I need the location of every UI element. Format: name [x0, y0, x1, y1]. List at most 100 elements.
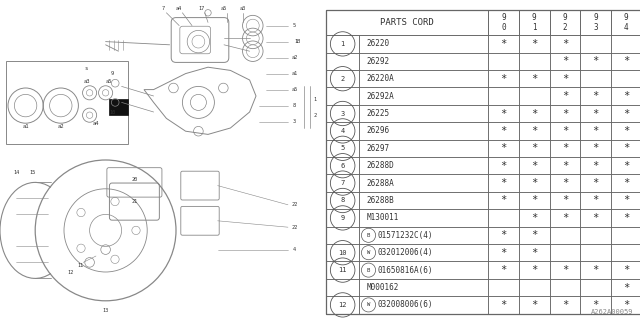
- Text: 15: 15: [29, 170, 35, 175]
- Bar: [611, 261, 640, 279]
- Bar: [550, 227, 580, 244]
- Text: 2: 2: [340, 76, 345, 82]
- Text: B: B: [367, 233, 370, 238]
- Text: *: *: [500, 126, 507, 136]
- Text: 11: 11: [339, 267, 347, 273]
- Text: *: *: [531, 161, 537, 171]
- Text: a4: a4: [176, 5, 182, 11]
- Text: a2: a2: [291, 55, 298, 60]
- Text: *: *: [562, 196, 568, 205]
- Bar: [488, 35, 519, 52]
- Text: B: B: [367, 268, 370, 273]
- Bar: [519, 261, 550, 279]
- Bar: [488, 140, 519, 157]
- Bar: [550, 52, 580, 70]
- Text: a1: a1: [22, 124, 29, 129]
- Bar: [611, 70, 640, 87]
- Text: 7: 7: [162, 5, 164, 11]
- Text: 01571232C(4): 01571232C(4): [378, 231, 433, 240]
- Text: *: *: [623, 300, 629, 310]
- Bar: [580, 227, 611, 244]
- Text: *: *: [500, 74, 507, 84]
- Text: 9
1: 9 1: [532, 13, 536, 32]
- Text: 9
4: 9 4: [624, 13, 628, 32]
- Bar: [359, 157, 488, 174]
- Bar: [326, 227, 359, 244]
- Text: *: *: [531, 143, 537, 153]
- Bar: [580, 122, 611, 140]
- Bar: [519, 140, 550, 157]
- Bar: [488, 261, 519, 279]
- Bar: [326, 105, 359, 122]
- Text: *: *: [593, 178, 598, 188]
- Bar: [359, 296, 488, 314]
- Text: *: *: [593, 300, 598, 310]
- Bar: [488, 174, 519, 192]
- Text: *: *: [500, 196, 507, 205]
- Bar: [488, 87, 519, 105]
- Text: *: *: [500, 300, 507, 310]
- Text: *: *: [531, 265, 537, 275]
- Text: *: *: [531, 39, 537, 49]
- Text: a5: a5: [291, 87, 298, 92]
- Bar: [580, 35, 611, 52]
- Text: 13: 13: [102, 308, 109, 313]
- Text: 9
3: 9 3: [593, 13, 598, 32]
- Text: 9
0: 9 0: [501, 13, 506, 32]
- Bar: [488, 227, 519, 244]
- Bar: [550, 140, 580, 157]
- Bar: [550, 296, 580, 314]
- Text: 26292: 26292: [367, 57, 390, 66]
- Text: *: *: [593, 126, 598, 136]
- Bar: [488, 52, 519, 70]
- Text: *: *: [500, 248, 507, 258]
- Bar: [359, 261, 488, 279]
- Bar: [611, 87, 640, 105]
- Bar: [611, 244, 640, 261]
- Bar: [359, 209, 488, 227]
- Text: *: *: [623, 283, 629, 292]
- Text: *: *: [531, 108, 537, 118]
- Text: *: *: [531, 178, 537, 188]
- Bar: [611, 296, 640, 314]
- Text: 9: 9: [111, 71, 113, 76]
- Text: *: *: [593, 91, 598, 101]
- Text: *: *: [500, 178, 507, 188]
- Text: PARTS CORD: PARTS CORD: [380, 18, 434, 27]
- Text: 7: 7: [340, 180, 345, 186]
- Text: 5: 5: [340, 145, 345, 151]
- Text: 10: 10: [109, 109, 115, 115]
- Text: *: *: [562, 161, 568, 171]
- Bar: [550, 70, 580, 87]
- Text: *: *: [531, 74, 537, 84]
- Text: *: *: [500, 108, 507, 118]
- Bar: [611, 192, 640, 209]
- Text: *: *: [623, 56, 629, 66]
- Bar: [326, 140, 359, 157]
- Text: 9: 9: [340, 215, 345, 221]
- Bar: [109, 99, 128, 115]
- Text: *: *: [500, 39, 507, 49]
- Bar: [326, 157, 359, 174]
- Text: a2: a2: [58, 124, 64, 129]
- Text: 2: 2: [314, 113, 317, 118]
- Bar: [611, 209, 640, 227]
- Text: *: *: [593, 196, 598, 205]
- Text: 26220A: 26220A: [367, 74, 395, 83]
- Text: 032012006(4): 032012006(4): [378, 248, 433, 257]
- Bar: [488, 122, 519, 140]
- Bar: [550, 192, 580, 209]
- Text: 3: 3: [340, 110, 345, 116]
- Bar: [6, 61, 128, 144]
- Bar: [519, 244, 550, 261]
- Text: 4: 4: [340, 128, 345, 134]
- Bar: [326, 244, 359, 261]
- Text: 14: 14: [13, 170, 19, 175]
- Bar: [611, 174, 640, 192]
- Bar: [326, 174, 359, 192]
- Bar: [359, 140, 488, 157]
- Bar: [550, 174, 580, 192]
- Text: 22: 22: [291, 225, 298, 230]
- Text: *: *: [500, 161, 507, 171]
- Text: *: *: [562, 265, 568, 275]
